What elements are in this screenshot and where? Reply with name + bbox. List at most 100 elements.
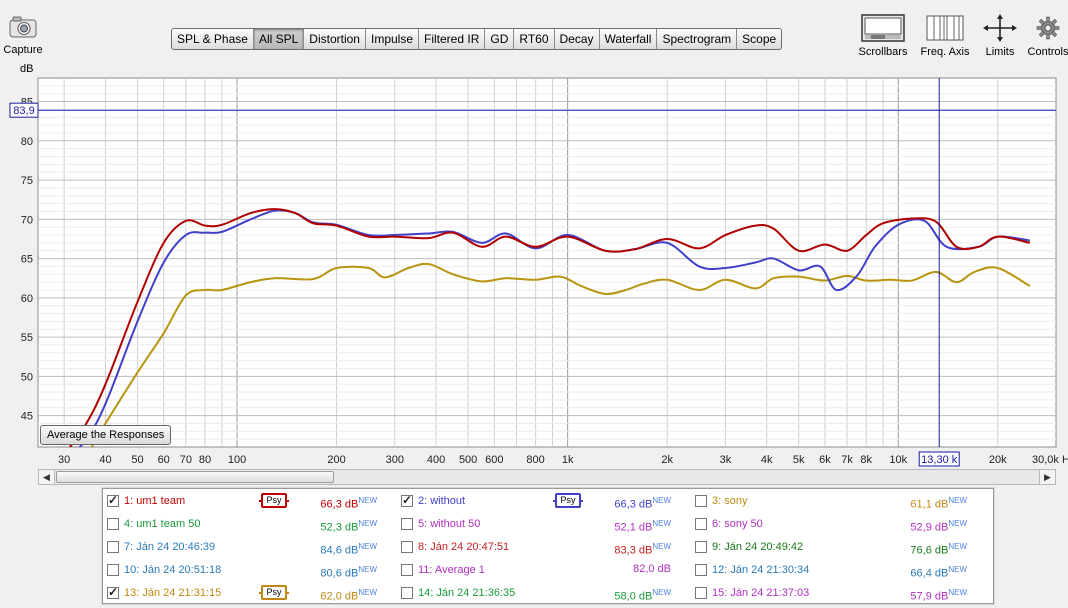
new-badge: NEW [358, 542, 377, 551]
legend-label: 6: sony 50 [712, 517, 763, 530]
new-badge: NEW [948, 542, 967, 551]
new-badge: NEW [358, 588, 377, 597]
new-badge: NEW [358, 565, 377, 574]
psy-smoothing-badge[interactable]: Psy [259, 493, 289, 508]
legend-label: 15: Ján 24 21:37:03 [712, 586, 810, 599]
legend-checkbox[interactable] [695, 540, 707, 553]
legend-checkbox[interactable] [401, 563, 413, 576]
legend-item[interactable]: 11: Average 1 [401, 558, 485, 581]
legend-checkbox[interactable] [695, 563, 707, 576]
legend-checkbox[interactable] [401, 493, 413, 507]
y-tick-label: 65 [21, 254, 33, 266]
legend-item[interactable]: 9: Ján 24 20:49:42 [695, 535, 803, 558]
cursor-level-box [9, 102, 39, 118]
tab-spl-phase[interactable]: SPL & Phase [172, 29, 254, 49]
x-tick-label: 4k [761, 454, 773, 466]
legend-item[interactable]: 6: sony 50 [695, 512, 763, 535]
x-tick-label: 30 [58, 454, 70, 466]
x-tick-label: 800 [526, 454, 544, 466]
legend-item[interactable]: 7: Ján 24 20:46:39 [107, 535, 215, 558]
x-tick-label: 80 [199, 454, 211, 466]
scrollbars-button[interactable]: Scrollbars [857, 14, 909, 58]
capture-button[interactable]: Capture [2, 16, 44, 56]
legend-item[interactable]: 13: Ján 24 21:31:15 [107, 581, 221, 604]
legend-value: 52,3 dBNEW [320, 519, 377, 534]
legend-item[interactable]: 2: without [401, 489, 465, 512]
measurement-legend: 1: um1 team Psy 66,3 dBNEW 2: without Psy 66,… [102, 488, 994, 604]
legend-item[interactable]: 8: Ján 24 20:47:51 [401, 535, 509, 558]
x-tick-label: 3k [720, 454, 732, 466]
freq-axis-button[interactable]: Freq. Axis [917, 14, 973, 58]
tab-filtered-ir[interactable]: Filtered IR [419, 29, 486, 49]
legend-checkbox[interactable] [401, 517, 413, 530]
legend-value: 84,6 dBNEW [320, 542, 377, 557]
tab-gd[interactable]: GD [485, 29, 515, 49]
tab-decay[interactable]: Decay [555, 29, 600, 49]
tab-spectrogram[interactable]: Spectrogram [657, 29, 738, 49]
new-badge: NEW [652, 519, 671, 528]
controls-button[interactable]: Controls [1026, 14, 1068, 58]
tab-scope[interactable]: Scope [742, 32, 777, 46]
legend-value: 52,1 dBNEW [614, 519, 671, 534]
legend-checkbox[interactable] [107, 563, 119, 576]
scrollbar-thumb[interactable] [56, 471, 334, 483]
controls-label: Controls [1027, 46, 1068, 58]
legend-label: 9: Ján 24 20:49:42 [712, 540, 804, 553]
psy-smoothing-badge[interactable]: Psy [553, 493, 583, 508]
psy-smoothing-badge[interactable]: Psy [259, 585, 289, 600]
tab-all-spl[interactable]: All SPL [253, 29, 305, 49]
legend-item[interactable]: 5: without 50 [401, 512, 480, 535]
scroll-left-icon[interactable]: ◀ [39, 470, 55, 484]
legend-checkbox[interactable] [107, 493, 119, 507]
freq-axis-icon [917, 14, 973, 42]
legend-item[interactable]: 10: Ján 24 20:51:18 [107, 558, 221, 581]
response-curves [68, 208, 1031, 447]
legend-label: 1: um1 team [124, 494, 186, 507]
legend-checkbox[interactable] [107, 585, 119, 599]
legend-checkbox[interactable] [107, 517, 119, 530]
legend-checkbox[interactable] [695, 494, 707, 507]
tab-rt60[interactable]: RT60 [514, 29, 555, 49]
legend-value: 57,9 dBNEW [910, 588, 967, 603]
horizontal-scrollbar[interactable]: ◀ ▶ [38, 469, 1056, 485]
x-tick-label: 50 [131, 454, 143, 466]
legend-checkbox[interactable] [107, 540, 119, 553]
legend-label: 2: without [418, 494, 466, 507]
new-badge: NEW [652, 542, 671, 551]
legend-checkbox[interactable] [401, 540, 413, 553]
x-tick-label: 6k [819, 454, 831, 466]
scroll-right-icon[interactable]: ▶ [1039, 470, 1055, 484]
legend-item[interactable]: 14: Ján 24 21:36:35 [401, 581, 515, 604]
tab-distortion[interactable]: Distortion [304, 29, 366, 49]
average-responses-button[interactable]: Average the Responses [40, 425, 172, 445]
legend-label: 5: without 50 [418, 517, 481, 530]
legend-value: 58,0 dBNEW [614, 588, 671, 603]
legend-item[interactable]: 1: um1 team [107, 489, 185, 512]
legend-checkbox[interactable] [695, 517, 707, 530]
capture-label: Capture [3, 44, 43, 56]
legend-checkbox[interactable] [401, 586, 413, 599]
legend-value: 82,0 dB [633, 563, 671, 575]
y-axis-unit: dB [20, 63, 34, 75]
limits-button[interactable]: Limits [980, 14, 1020, 58]
legend-value: 61,1 dBNEW [910, 496, 967, 511]
x-tick-label: 1k [562, 454, 574, 466]
legend-label: 3: sony [712, 494, 748, 507]
legend-item[interactable]: 4: um1 team 50 [107, 512, 200, 535]
legend-item[interactable]: 12: Ján 24 21:30:34 [695, 558, 809, 581]
legend-item[interactable]: 3: sony [695, 489, 747, 512]
x-tick-label: 7k [841, 454, 853, 466]
legend-item[interactable]: 15: Ján 24 21:37:03 [695, 581, 809, 604]
y-tick-label: 80 [21, 136, 33, 148]
x-tick-label: 5k [793, 454, 805, 466]
new-badge: NEW [948, 519, 967, 528]
new-badge: NEW [652, 588, 671, 597]
legend-checkbox[interactable] [695, 586, 707, 599]
tab-waterfall[interactable]: Waterfall [600, 29, 658, 49]
tab-impulse[interactable]: Impulse [366, 29, 420, 49]
x-tick-label: 2k [661, 454, 673, 466]
x-tick-label: 400 [427, 454, 445, 466]
legend-value: 52,9 dBNEW [910, 519, 967, 534]
